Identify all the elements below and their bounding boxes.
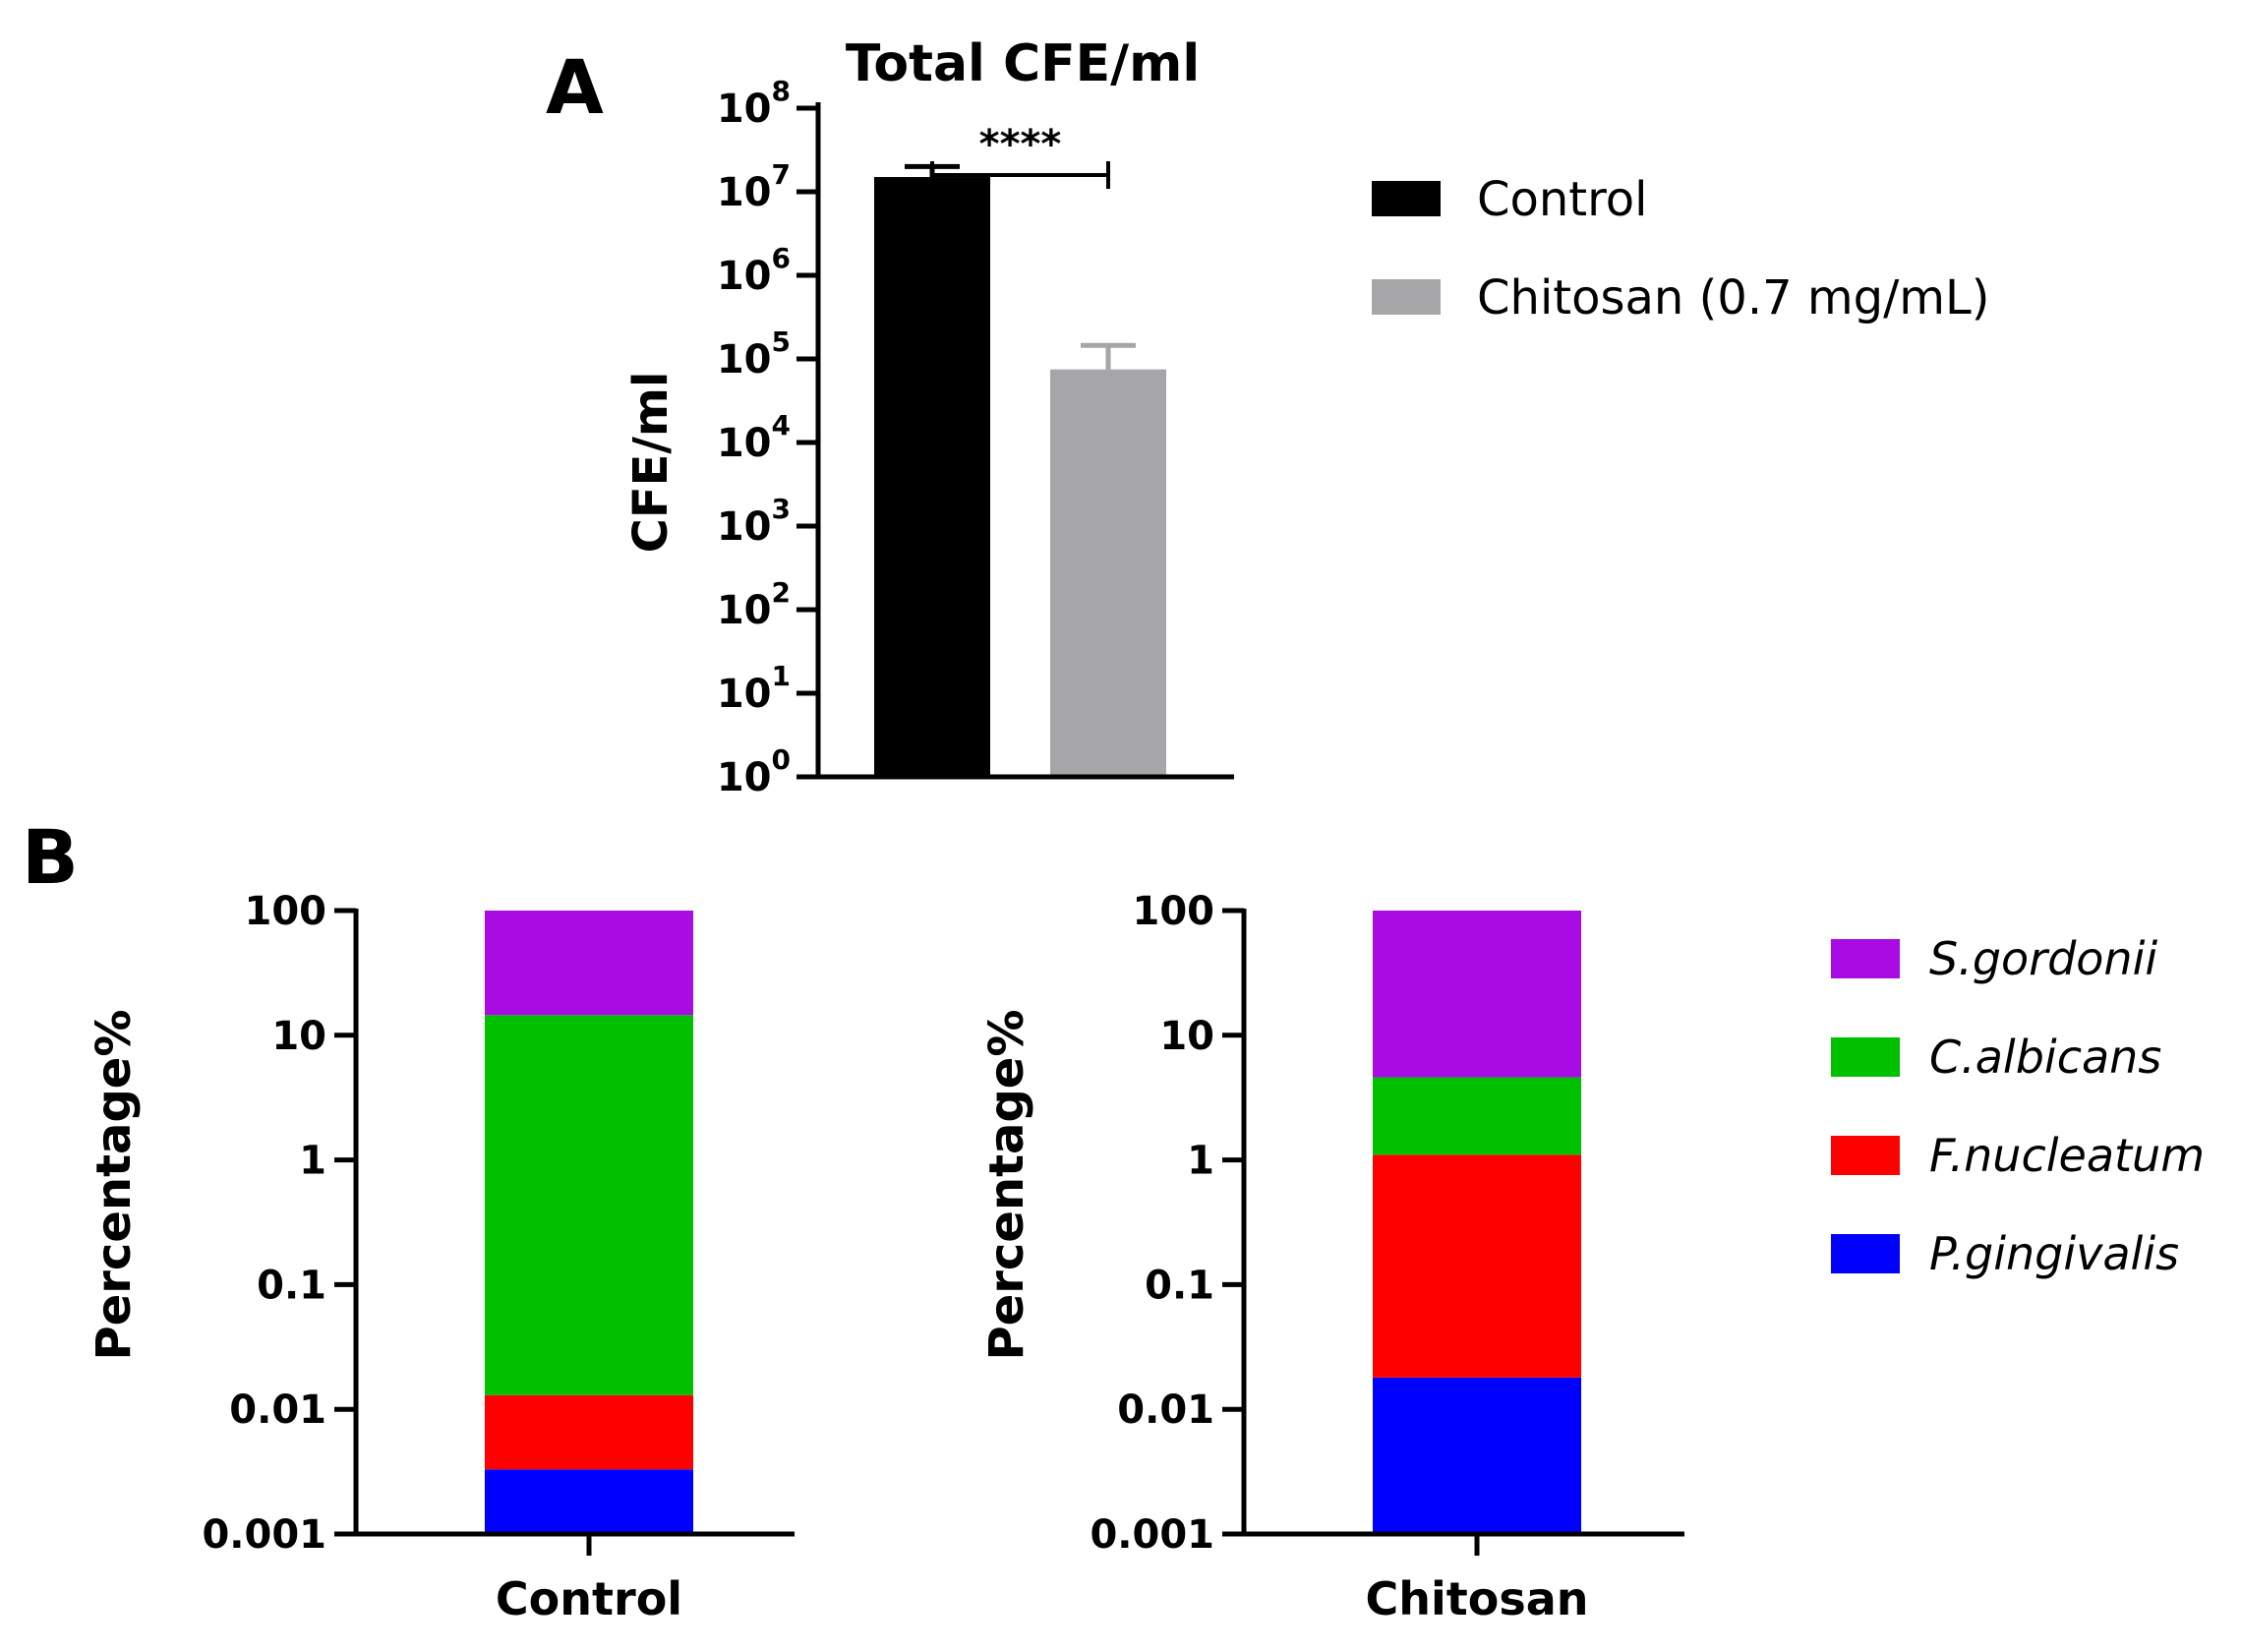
y-tick-label: 0.01 — [1117, 1387, 1214, 1433]
y-tick-label: 105 — [717, 325, 791, 383]
y-tick-label: 0.001 — [1090, 1512, 1214, 1558]
x-category-label: Chitosan — [1365, 1572, 1588, 1625]
y-tick-label: 1 — [1187, 1139, 1214, 1184]
legend-label: C.albicans — [1929, 1031, 2161, 1084]
panel-a-ylabel: CFE/ml — [623, 372, 678, 554]
y-tick-label: 0.01 — [229, 1387, 326, 1433]
legend-label: Control — [1477, 172, 1648, 227]
legend-label: F.nucleatum — [1929, 1129, 2205, 1182]
panel-a-bars — [874, 163, 1166, 778]
y-tick-label: 106 — [717, 242, 791, 299]
y-tick-label: 0.001 — [202, 1512, 326, 1558]
segment-f-nucleatum — [1373, 1154, 1581, 1378]
legend-swatch — [1372, 279, 1441, 315]
panel-b-legend: S.gordonii C.albicans F.nucleatum P.gingiva… — [1831, 932, 2205, 1280]
y-tick-label: 0.1 — [1145, 1263, 1214, 1308]
significance-label: **** — [979, 122, 1062, 167]
y-tick-label: 100 — [1133, 889, 1215, 934]
y-tick-label: 101 — [717, 660, 791, 717]
legend-label: Chitosan (0.7 mg/mL) — [1477, 270, 1990, 325]
segment-s-gordonii — [485, 911, 693, 1016]
segment-f-nucleatum — [485, 1394, 693, 1470]
panel-b-letter: B — [22, 813, 79, 901]
y-tick-label: 107 — [717, 158, 791, 215]
y-tick-exponent: 0 — [772, 743, 791, 776]
y-tick-exponent: 5 — [772, 325, 791, 358]
legend-label: P.gingivalis — [1929, 1227, 2179, 1280]
panel-b: B Percentage% Percentage% 0.001 0.01 0.1 1 1… — [22, 813, 2205, 1625]
y-tick-label: 0.1 — [257, 1263, 326, 1308]
panel-a-significance: **** — [930, 122, 1110, 189]
y-tick-exponent: 1 — [772, 660, 791, 692]
panel-b1-ylabel: Percentage% — [87, 1010, 142, 1361]
y-tick-label: 103 — [717, 493, 791, 550]
legend-swatch — [1372, 181, 1441, 216]
y-tick-exponent: 3 — [772, 493, 791, 525]
panel-a-title: Total CFE/ml — [846, 34, 1200, 93]
y-tick-exponent: 8 — [772, 75, 791, 107]
legend-label: S.gordonii — [1929, 932, 2157, 985]
segment-s-gordonii — [1373, 911, 1581, 1078]
segment-p-gingivalis — [1373, 1377, 1581, 1534]
legend-swatch — [1831, 1234, 1900, 1273]
panel-a-legend: Control Chitosan (0.7 mg/mL) — [1372, 172, 1990, 325]
panel-b2-ylabel: Percentage% — [979, 1010, 1034, 1361]
segment-c-albicans — [485, 1015, 693, 1395]
y-tick-exponent: 4 — [772, 409, 791, 442]
y-tick-label: 1 — [299, 1139, 326, 1184]
y-tick-label: 104 — [717, 409, 791, 466]
y-tick-label: 100 — [717, 743, 791, 800]
y-tick-exponent: 7 — [772, 158, 791, 191]
x-category-label: Control — [496, 1572, 682, 1625]
legend-swatch — [1831, 1136, 1900, 1175]
y-tick-label: 100 — [245, 889, 327, 934]
panel-b2-chart: 0.001 0.01 0.1 1 10 100 Chitosan — [1090, 889, 1684, 1625]
panel-a-axes — [815, 102, 1234, 780]
panel-a: A Total CFE/ml CFE/ml 100101102103104105… — [546, 34, 1990, 800]
y-tick-label: 10 — [1159, 1014, 1214, 1059]
panel-a-letter: A — [546, 43, 604, 131]
y-tick-exponent: 2 — [772, 576, 791, 609]
bar-chitosan — [1050, 369, 1166, 777]
y-tick-label: 108 — [717, 75, 791, 132]
bar-control — [874, 177, 990, 778]
y-tick-exponent: 6 — [772, 242, 791, 274]
y-tick-label: 10 — [271, 1014, 326, 1059]
panel-b1-chart: 0.001 0.01 0.1 1 10 100 Control — [202, 889, 795, 1625]
legend-swatch — [1831, 939, 1900, 978]
y-tick-label: 102 — [717, 576, 791, 633]
segment-p-gingivalis — [485, 1469, 693, 1534]
legend-swatch — [1831, 1037, 1900, 1077]
segment-c-albicans — [1373, 1077, 1581, 1155]
